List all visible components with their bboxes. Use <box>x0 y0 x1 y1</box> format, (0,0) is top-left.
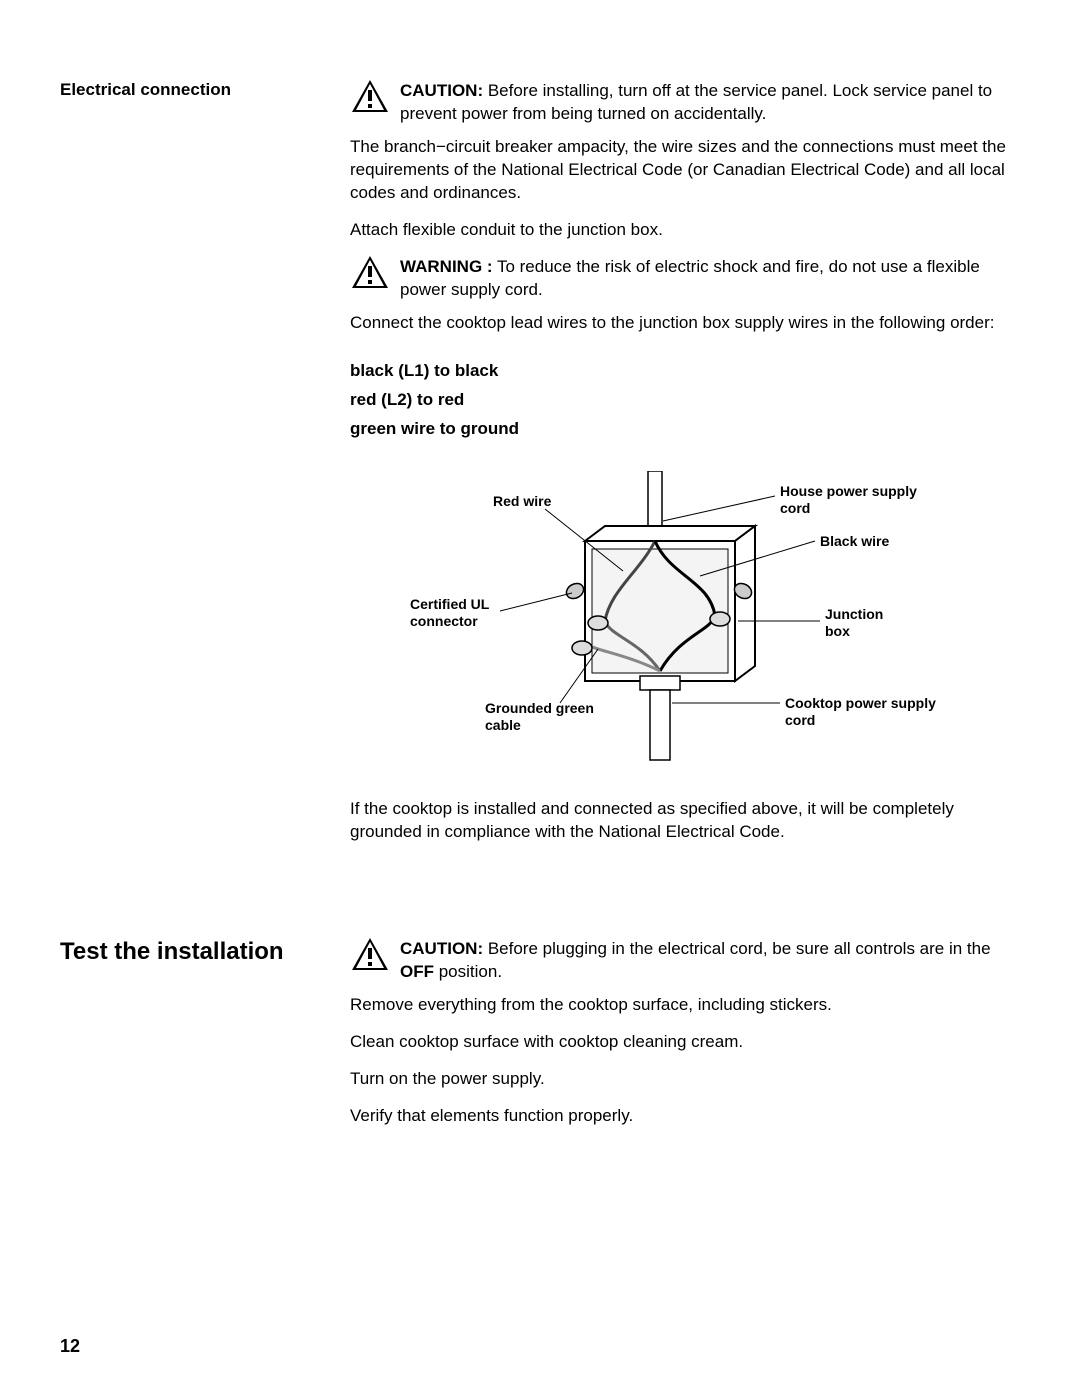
warning-triangle-icon <box>350 254 390 290</box>
para-connect-order: Connect the cooktop lead wires to the ju… <box>350 312 1020 335</box>
p-remove: Remove everything from the cooktop surfa… <box>350 994 1020 1017</box>
p-clean: Clean cooktop surface with cooktop clean… <box>350 1031 1020 1054</box>
warning-triangle-icon <box>350 936 390 972</box>
dlabel-grn1: Grounded green <box>485 700 594 716</box>
caution-off: OFF <box>400 962 434 981</box>
wire-black: black (L1) to black <box>350 360 1020 383</box>
dlabel-ul1: Certified UL <box>410 596 490 612</box>
dlabel-ul2: connector <box>410 613 478 629</box>
warning-triangle-icon <box>350 78 390 114</box>
page-number: 12 <box>60 1336 80 1357</box>
side-heading-col: Electrical connection <box>60 80 320 858</box>
caution-pre: Before plugging in the electrical cord, … <box>483 939 990 958</box>
dlabel-grn2: cable <box>485 717 521 733</box>
section-test: Test the installation CAUTION: Before pl… <box>60 938 1020 1142</box>
warning-text: WARNING : To reduce the risk of electric… <box>400 256 1020 302</box>
dlabel-cook2: cord <box>785 712 815 728</box>
caution-body: Before installing, turn off at the servi… <box>400 81 992 123</box>
dlabel-black: Black wire <box>820 533 889 549</box>
side-heading-col: Test the installation <box>60 938 320 1142</box>
caution-block: CAUTION: Before installing, turn off at … <box>350 80 1020 126</box>
caution-text: CAUTION: Before installing, turn off at … <box>400 80 1020 126</box>
content-col: CAUTION: Before plugging in the electric… <box>350 938 1020 1142</box>
dlabel-jbox2: box <box>825 623 850 639</box>
p-power: Turn on the power supply. <box>350 1068 1020 1091</box>
heading-test: Test the installation <box>60 938 320 966</box>
warning-label: WARNING : <box>400 257 493 276</box>
section-electrical: Electrical connection CAUTION: Before in… <box>60 80 1020 858</box>
caution-block-2: CAUTION: Before plugging in the electric… <box>350 938 1020 984</box>
dlabel-house1: House power supply <box>780 483 917 499</box>
dlabel-jbox1: Junction <box>825 606 883 622</box>
content-col: CAUTION: Before installing, turn off at … <box>350 80 1020 858</box>
wire-green: green wire to ground <box>350 418 1020 441</box>
dlabel-house2: cord <box>780 500 810 516</box>
dlabel-cook1: Cooktop power supply <box>785 695 936 711</box>
p-verify: Verify that elements function properly. <box>350 1105 1020 1128</box>
dlabel-red: Red wire <box>493 493 552 509</box>
wire-red: red (L2) to red <box>350 389 1020 412</box>
caution-label: CAUTION: <box>400 81 483 100</box>
wire-list: black (L1) to black red (L2) to red gree… <box>350 360 1020 441</box>
para-grounding: If the cooktop is installed and connecte… <box>350 798 1020 844</box>
para-branch-circuit: The branch−circuit breaker ampacity, the… <box>350 136 1020 205</box>
caution-label-2: CAUTION: <box>400 939 483 958</box>
caution-text-2: CAUTION: Before plugging in the electric… <box>400 938 1020 984</box>
heading-electrical: Electrical connection <box>60 80 320 100</box>
para-conduit: Attach flexible conduit to the junction … <box>350 219 1020 242</box>
caution-post: position. <box>434 962 502 981</box>
junction-box-diagram: Red wire Certified UL connector Grounded… <box>380 471 1020 768</box>
warning-block: WARNING : To reduce the risk of electric… <box>350 256 1020 302</box>
